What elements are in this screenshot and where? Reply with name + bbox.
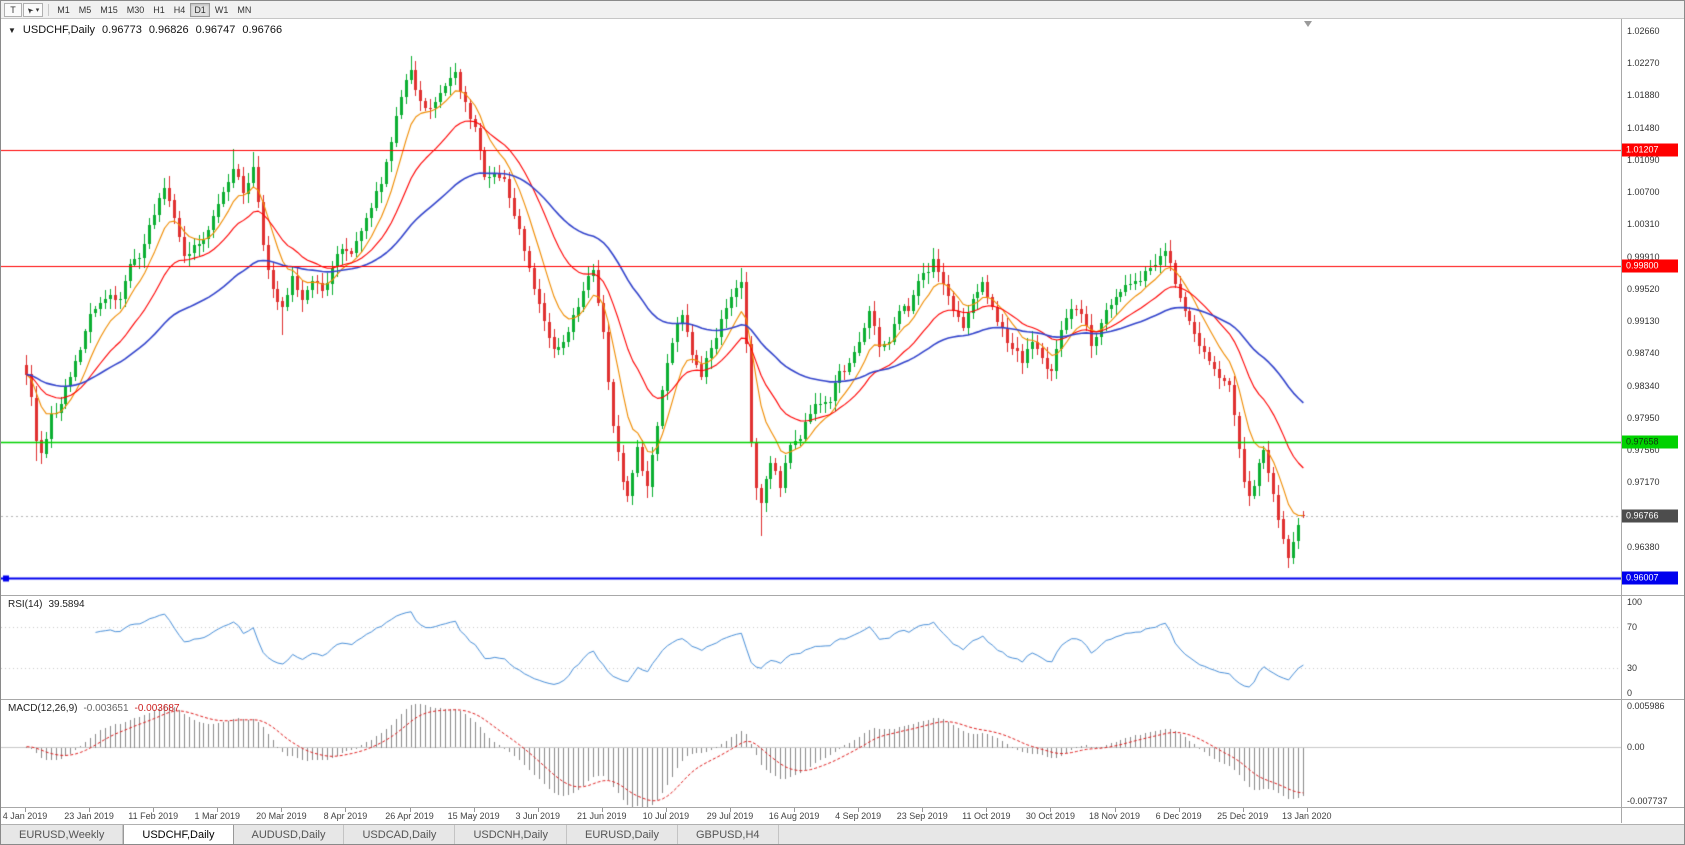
quote-close: 0.96766 bbox=[242, 24, 283, 36]
quote-line: ▼ USDCHF,Daily 0.96773 0.96826 0.96747 0… bbox=[8, 24, 282, 36]
price-axis-label: 0.97950 bbox=[1627, 413, 1660, 424]
tab-usdcnh-daily[interactable]: USDCNH,Daily bbox=[455, 825, 567, 844]
tab-audusd-daily[interactable]: AUDUSD,Daily bbox=[234, 825, 345, 844]
price-axis-label: 0.99910 bbox=[1627, 251, 1660, 262]
panel-splitter[interactable] bbox=[1, 699, 1684, 700]
cursor-tool-button[interactable]: ➤ ▾ bbox=[23, 2, 44, 17]
price-level-tag: 0.97658 bbox=[1622, 435, 1678, 449]
rsi-axis-label: 0 bbox=[1627, 688, 1633, 698]
rsi-value: 39.5894 bbox=[48, 599, 85, 610]
macd-axis-label: 0.005986 bbox=[1627, 701, 1665, 711]
rsi-label: RSI(14) 39.5894 bbox=[8, 599, 85, 610]
macd-main-value: -0.003651 bbox=[83, 703, 129, 714]
rsi-axis-label: 100 bbox=[1627, 597, 1643, 607]
rsi-panel-canvas[interactable] bbox=[1, 596, 1621, 699]
tab-gbpusd-h4[interactable]: GBPUSD,H4 bbox=[678, 825, 779, 844]
tab-usdcad-daily[interactable]: USDCAD,Daily bbox=[344, 825, 456, 844]
macd-name: MACD(12,26,9) bbox=[8, 703, 78, 714]
tab-eurusd-weekly[interactable]: EURUSD,Weekly bbox=[1, 825, 124, 844]
timeframe-button-mn[interactable]: MN bbox=[237, 4, 252, 15]
timeframe-button-w1[interactable]: W1 bbox=[214, 4, 229, 15]
toolbar: T ➤ ▾ M1 M5 M15 M30 H1 H4 D1 W1 MN bbox=[1, 1, 1684, 19]
price-axis-label: 0.97170 bbox=[1627, 477, 1660, 488]
price-level-tag: 0.99800 bbox=[1622, 259, 1678, 273]
time-axis[interactable] bbox=[1, 808, 1621, 823]
chart-tabs: EURUSD,Weekly USDCHF,Daily AUDUSD,Daily USD… bbox=[1, 824, 1684, 844]
text-tool-button[interactable]: T bbox=[4, 2, 22, 17]
collapse-quote-icon[interactable]: ▼ bbox=[8, 25, 16, 35]
rsi-axis-label: 30 bbox=[1627, 663, 1638, 674]
tab-eurusd-daily[interactable]: EURUSD,Daily bbox=[567, 825, 678, 844]
price-axis-border bbox=[1621, 19, 1622, 823]
price-axis-label: 1.00310 bbox=[1627, 218, 1660, 229]
price-axis-label: 1.02270 bbox=[1627, 57, 1660, 68]
price-axis-label: 0.98340 bbox=[1627, 380, 1660, 391]
price-chart-canvas[interactable] bbox=[1, 19, 1621, 595]
price-axis-label: 1.02660 bbox=[1627, 25, 1660, 36]
panel-splitter[interactable] bbox=[1, 595, 1684, 596]
timeframe-toolbar: M1 M5 M15 M30 H1 H4 D1 W1 MN bbox=[53, 2, 256, 17]
dropdown-caret-icon: ▾ bbox=[35, 6, 40, 14]
quote-low: 0.96747 bbox=[195, 24, 236, 36]
chart-shift-marker[interactable] bbox=[1304, 21, 1312, 27]
timeframe-button-m15[interactable]: M15 bbox=[100, 4, 118, 15]
timeframe-button-m1[interactable]: M1 bbox=[57, 4, 70, 15]
current-price-tag: 0.96766 bbox=[1622, 509, 1678, 522]
cursor-icon: ➤ bbox=[24, 4, 36, 16]
macd-axis-label: 0.00 bbox=[1627, 741, 1645, 752]
price-axis-label: 0.99520 bbox=[1627, 283, 1660, 294]
quote-open: 0.96773 bbox=[102, 24, 142, 36]
timeframe-button-d1[interactable]: D1 bbox=[190, 2, 210, 17]
rsi-name: RSI(14) bbox=[8, 599, 43, 610]
price-axis-label: 0.98740 bbox=[1627, 348, 1660, 359]
price-axis-label: 0.99130 bbox=[1627, 315, 1660, 326]
price-axis-label: 1.01480 bbox=[1627, 122, 1660, 133]
price-axis-label: 0.97560 bbox=[1627, 445, 1660, 456]
rsi-axis-label: 70 bbox=[1627, 621, 1638, 632]
toolbar-separator bbox=[48, 3, 50, 16]
macd-label: MACD(12,26,9) -0.003651 -0.003687 bbox=[8, 703, 180, 714]
tab-usdchf-daily[interactable]: USDCHF,Daily bbox=[123, 825, 234, 844]
macd-panel-canvas[interactable] bbox=[1, 700, 1621, 807]
macd-axis-label: -0.007737 bbox=[1627, 796, 1668, 806]
price-axis-label: 1.00700 bbox=[1627, 186, 1660, 197]
panel-splitter bbox=[1, 807, 1684, 808]
timeframe-button-h1[interactable]: H1 bbox=[153, 4, 165, 15]
price-axis-label: 0.96380 bbox=[1627, 542, 1660, 553]
timeframe-button-h4[interactable]: H4 bbox=[173, 4, 186, 15]
macd-signal-value: -0.003687 bbox=[134, 703, 180, 714]
price-level-tag: 1.01207 bbox=[1622, 143, 1678, 157]
timeframe-button-m5[interactable]: M5 bbox=[78, 4, 92, 15]
timeframe-button-m30[interactable]: M30 bbox=[126, 4, 145, 15]
symbol-label: USDCHF,Daily bbox=[22, 24, 96, 36]
price-axis-label: 1.01090 bbox=[1627, 154, 1660, 165]
quote-high: 0.96826 bbox=[148, 24, 189, 36]
price-level-tag: 0.96007 bbox=[1622, 571, 1678, 585]
price-axis-label: 1.01880 bbox=[1627, 89, 1660, 100]
